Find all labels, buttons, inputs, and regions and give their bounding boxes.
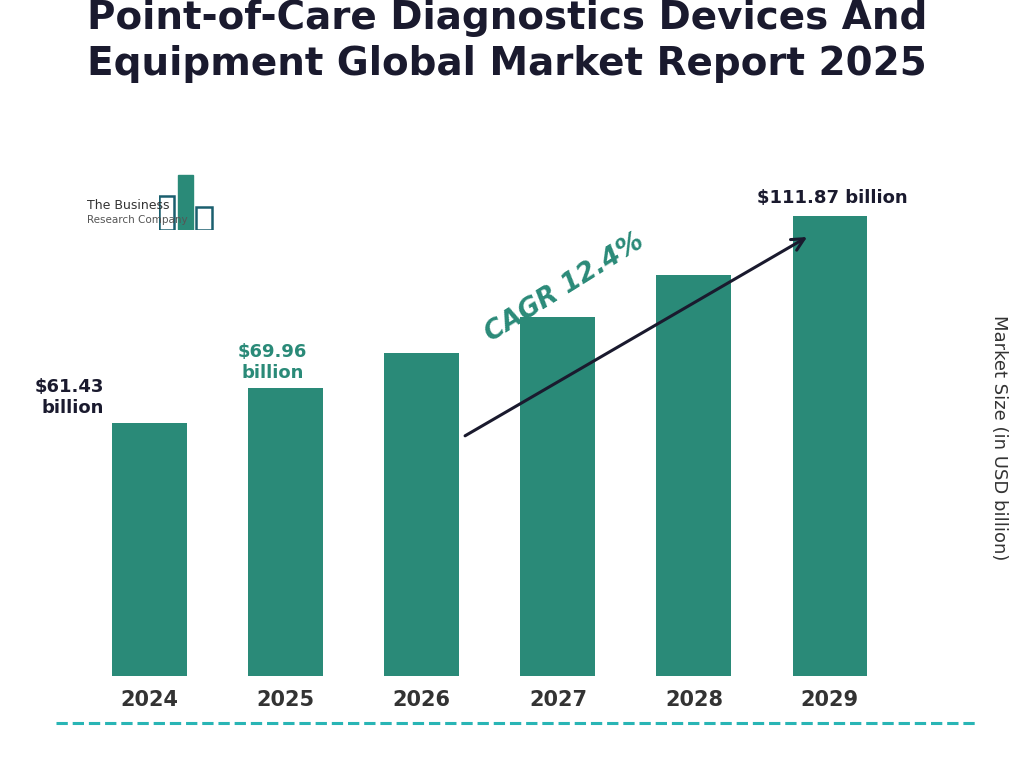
- Bar: [384, 353, 460, 676]
- Bar: [113, 423, 187, 676]
- Text: $111.87 billion: $111.87 billion: [758, 190, 908, 207]
- Bar: [177, 175, 194, 230]
- Bar: [197, 207, 212, 230]
- Title: Point-of-Care Diagnostics Devices And
Equipment Global Market Report 2025: Point-of-Care Diagnostics Devices And Eq…: [87, 0, 927, 83]
- Text: Market Size (in USD billion): Market Size (in USD billion): [990, 315, 1009, 561]
- Text: $69.96
billion: $69.96 billion: [238, 343, 307, 382]
- Text: $61.43
billion: $61.43 billion: [34, 378, 103, 417]
- Text: The Business: The Business: [87, 200, 170, 212]
- Bar: [793, 216, 867, 676]
- Bar: [656, 275, 731, 676]
- Text: Research Company: Research Company: [87, 214, 187, 225]
- Text: CAGR 12.4%: CAGR 12.4%: [480, 228, 649, 346]
- Bar: [520, 317, 595, 676]
- Bar: [249, 388, 324, 676]
- Bar: [159, 196, 174, 230]
